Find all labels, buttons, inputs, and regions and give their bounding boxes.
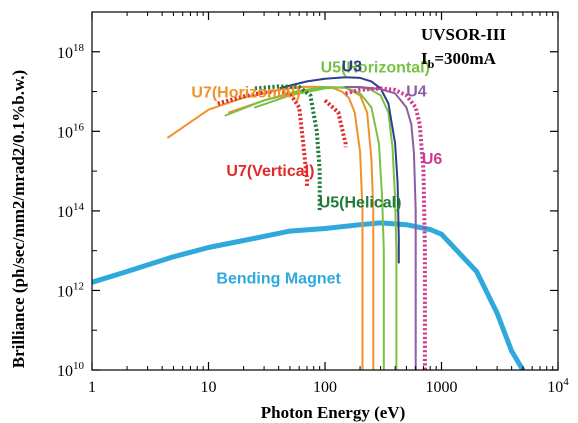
- series-label-u4: U4: [406, 84, 427, 101]
- series-u4: [344, 86, 417, 370]
- y-tick-label: 1012: [57, 280, 84, 300]
- curves-layer: [92, 76, 526, 370]
- facility-name: UVSOR-III: [421, 25, 506, 44]
- y-axis-title: Brilliance (ph/sec/mm2/mrad2/0.1%b.w.): [9, 70, 28, 368]
- tick-layer: 1 10 100 1000 104 1010 1012 1014 1016 1018: [57, 11, 569, 396]
- x-tick-label: 100: [313, 379, 337, 396]
- series-line-bending-magnet-1: [92, 220, 526, 370]
- y-tick-label: 1010: [57, 360, 85, 380]
- series-line-u6-1: [345, 86, 427, 370]
- series-labels-layer: Bending Magnet U7(Horizontal) U5(Horizonta…: [191, 58, 442, 287]
- series-label-u7-horizontal: U7(Horizontal): [191, 85, 300, 102]
- series-line-u7-vertical-2: [323, 98, 348, 148]
- series-line-u5-helical-1: [254, 84, 322, 211]
- x-tick-label: 10: [201, 379, 217, 396]
- series-bending-magnet: [92, 220, 526, 370]
- series-line-u3-1: [277, 76, 400, 264]
- beam-current-value: =300mA: [434, 49, 496, 68]
- x-axis-title: Photon Energy (eV): [261, 403, 405, 422]
- beam-current-symbol: I: [421, 49, 428, 68]
- beam-current: Ib=300mA: [421, 49, 497, 71]
- series-line-u4-1: [344, 86, 417, 370]
- series-label-u3: U3: [342, 58, 363, 75]
- beam-current-subscript: b: [428, 57, 435, 71]
- x-tick-label: 104: [547, 376, 569, 396]
- series-label-u6: U6: [422, 151, 443, 168]
- y-tick-label: 1018: [57, 42, 85, 62]
- series-u3: [277, 76, 400, 264]
- series-label-u5-helical: U5(Helical): [319, 195, 402, 212]
- series-u6: [345, 86, 427, 370]
- series-line-u5-horizontal-2: [253, 86, 398, 370]
- series-u7-vertical: [217, 89, 348, 187]
- x-tick-label: 1000: [426, 379, 458, 396]
- y-tick-label: 1016: [57, 121, 85, 141]
- series-label-u5-horizontal: U5(Horizontal): [321, 60, 430, 77]
- series-label-u7-vertical: U7(Vertical): [226, 163, 314, 180]
- series-u5-helical: [254, 84, 322, 211]
- x-tick-label: 1: [88, 379, 96, 396]
- series-label-bending-magnet: Bending Magnet: [216, 270, 341, 287]
- y-tick-label: 1014: [57, 201, 85, 221]
- facility-label: UVSOR-III Ib=300mA: [421, 25, 506, 71]
- series-line-u7-vertical-1: [217, 89, 309, 187]
